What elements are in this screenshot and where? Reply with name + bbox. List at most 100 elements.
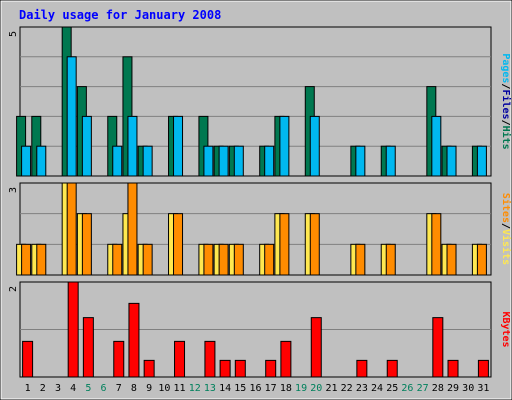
bar-sites-day-1 [21,243,32,276]
bar-files-day-25 [385,145,396,177]
legend-hits: Hits [500,126,512,150]
chart-title: Daily usage for January 2008 [19,8,221,22]
x-tick-day-19: 19 [295,383,307,394]
side-legend-label: Pages/Files/Hits [500,53,512,149]
bar-sites-day-17 [264,243,275,276]
bar-files-day-9 [142,145,153,177]
bar-kbytes-day-4 [67,281,79,378]
bar-kbytes-day-8 [128,302,140,378]
x-tick-day-28: 28 [432,383,444,394]
bar-kbytes-day-17 [265,359,277,378]
bar-sites-day-15 [233,243,244,276]
x-tick-day-27: 27 [417,383,429,394]
panel-kbytes: 2 KBytes [8,281,511,378]
bar-files-day-4 [66,56,77,177]
bar-sites-day-20 [309,213,320,276]
x-tick-day-30: 30 [462,383,474,394]
bar-kbytes-day-28 [432,317,444,378]
bar-sites-day-14 [218,243,229,276]
bar-sites-day-29 [446,243,457,276]
legend-separator: / [500,223,511,229]
bar-files-day-2 [36,145,47,177]
bar-files-day-18 [279,115,290,177]
bar-sites-day-18 [279,213,290,276]
bar-sites-day-28 [431,213,442,276]
bar-kbytes-day-14 [219,359,231,378]
bar-kbytes-day-18 [280,340,292,378]
bar-files-day-8 [127,115,138,177]
x-tick-day-23: 23 [356,383,368,394]
x-tick-day-16: 16 [249,383,261,394]
legend-visits: Visits [500,229,512,265]
bar-kbytes-day-13 [204,340,216,378]
x-tick-day-3: 3 [55,383,61,394]
bar-files-day-23 [355,145,366,177]
x-tick-day-9: 9 [146,383,152,394]
x-tick-day-1: 1 [25,383,31,394]
bar-sites-day-13 [203,243,214,276]
x-tick-day-21: 21 [325,383,337,394]
bar-files-day-15 [233,145,244,177]
x-tick-day-29: 29 [447,383,459,394]
panel-frame [19,182,492,276]
bar-kbytes-day-5 [82,317,94,378]
x-tick-day-24: 24 [371,383,383,394]
bar-files-day-11 [173,115,184,177]
x-tick-day-11: 11 [174,383,186,394]
legend-files: Files [500,89,512,119]
bar-kbytes-day-20 [310,317,322,378]
x-tick-day-4: 4 [70,383,76,394]
x-tick-day-10: 10 [158,383,170,394]
x-tick-day-26: 26 [401,383,413,394]
bar-files-day-7 [112,145,123,177]
side-legend-label: Sites/Visits [500,193,512,265]
legend-pages: Pages [500,53,511,83]
bar-sites-day-7 [112,243,123,276]
bar-sites-day-31 [476,243,487,276]
bar-files-day-20 [309,115,320,177]
panel-frame [19,26,492,177]
side-legend-label: KBytes [500,311,511,347]
y-axis-max-label: 5 [8,31,19,37]
panel-visits-sites: 3 Sites/Visits [8,182,512,276]
bar-sites-day-23 [355,243,366,276]
bar-files-day-28 [431,115,442,177]
legend-kbytes: KBytes [500,311,511,347]
bar-sites-day-25 [385,243,396,276]
x-tick-day-12: 12 [189,383,201,394]
bar-kbytes-day-9 [143,359,155,378]
x-tick-day-17: 17 [265,383,277,394]
bar-files-day-31 [476,145,487,177]
x-tick-day-18: 18 [280,383,292,394]
bar-files-day-13 [203,145,214,177]
bar-sites-day-2 [36,243,47,276]
legend-separator: / [500,83,511,89]
x-tick-day-6: 6 [101,383,107,394]
bar-kbytes-day-7 [113,340,125,378]
x-tick-day-8: 8 [131,383,137,394]
y-axis-max-label: 2 [8,286,19,292]
bar-sites-day-8 [127,182,138,276]
x-tick-day-14: 14 [219,383,231,394]
x-tick-day-25: 25 [386,383,398,394]
bar-kbytes-day-29 [447,359,459,378]
bar-files-day-1 [21,145,32,177]
x-tick-day-5: 5 [85,383,91,394]
bar-sites-day-9 [142,243,153,276]
bar-kbytes-day-31 [477,359,489,378]
bar-kbytes-day-23 [356,359,368,378]
legend-separator: / [500,120,511,126]
bar-sites-day-5 [81,213,92,276]
bar-kbytes-day-1 [22,340,34,378]
bar-kbytes-day-25 [386,359,398,378]
x-tick-day-22: 22 [341,383,353,394]
bar-sites-day-4 [66,182,77,276]
bar-files-day-17 [264,145,275,177]
bar-files-day-29 [446,145,457,177]
x-tick-day-13: 13 [204,383,216,394]
bar-files-day-14 [218,145,229,177]
